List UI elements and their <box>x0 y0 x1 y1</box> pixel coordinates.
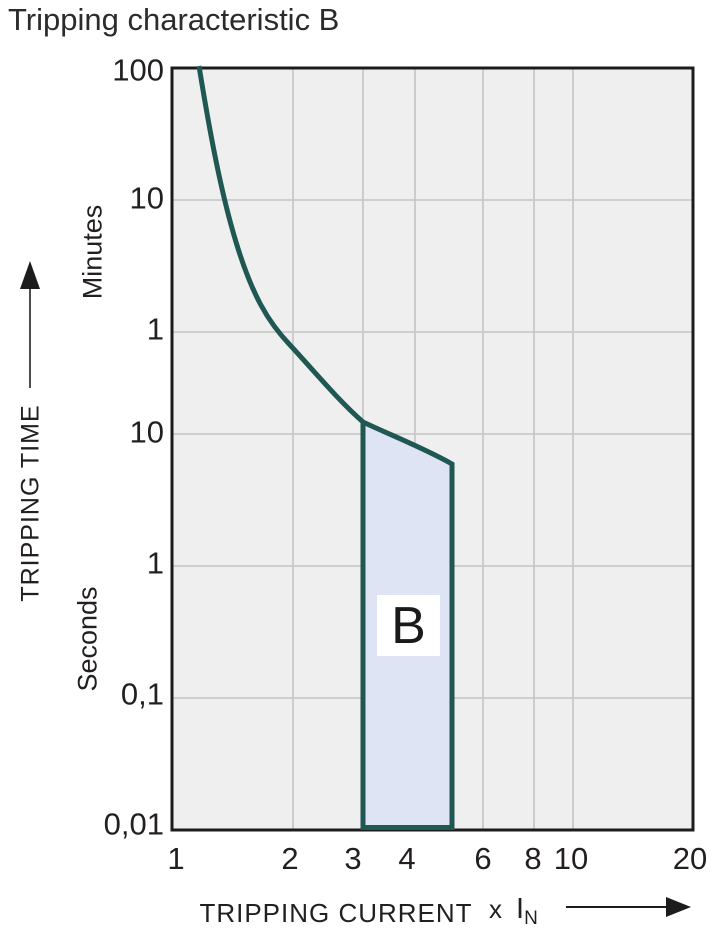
y-axis-title: TRIPPING TIME <box>16 404 45 602</box>
y-axis-arrow-icon <box>20 261 40 388</box>
y-unit-minutes: Minutes <box>77 204 108 300</box>
x-tick-label: 10 <box>553 841 589 876</box>
y-unit-seconds: Seconds <box>72 586 103 692</box>
y-tick-label: 1 <box>146 545 164 581</box>
x-axis-arrow-icon <box>566 897 691 917</box>
trip-curve <box>196 65 365 424</box>
current-symbol: I <box>516 893 525 925</box>
x-axis-title: TRIPPING CURRENT <box>199 898 473 928</box>
x-tick-label: 4 <box>398 841 416 876</box>
x-tick-label: 2 <box>281 841 299 876</box>
x-axis-multiplier: x IN <box>489 893 538 930</box>
y-tick-label: 100 <box>112 52 164 88</box>
x-tick-label: 8 <box>524 841 542 876</box>
x-tick-label: 3 <box>344 841 362 876</box>
page-title: Tripping characteristic B <box>8 2 340 37</box>
multiplier-prefix: x <box>489 894 502 924</box>
y-tick-label: 10 <box>129 180 164 216</box>
x-tick-label: 20 <box>672 841 708 876</box>
y-tick-label: 10 <box>129 414 164 450</box>
band-label: B <box>391 596 426 655</box>
y-tick-label: 0,01 <box>103 806 164 842</box>
y-tick-label: 1 <box>146 311 164 347</box>
band-label-box: B <box>377 595 440 656</box>
x-tick-label: 1 <box>167 841 185 876</box>
y-tick-label: 0,1 <box>120 676 164 712</box>
x-tick-label: 6 <box>474 841 492 876</box>
current-subscript: N <box>524 908 538 930</box>
